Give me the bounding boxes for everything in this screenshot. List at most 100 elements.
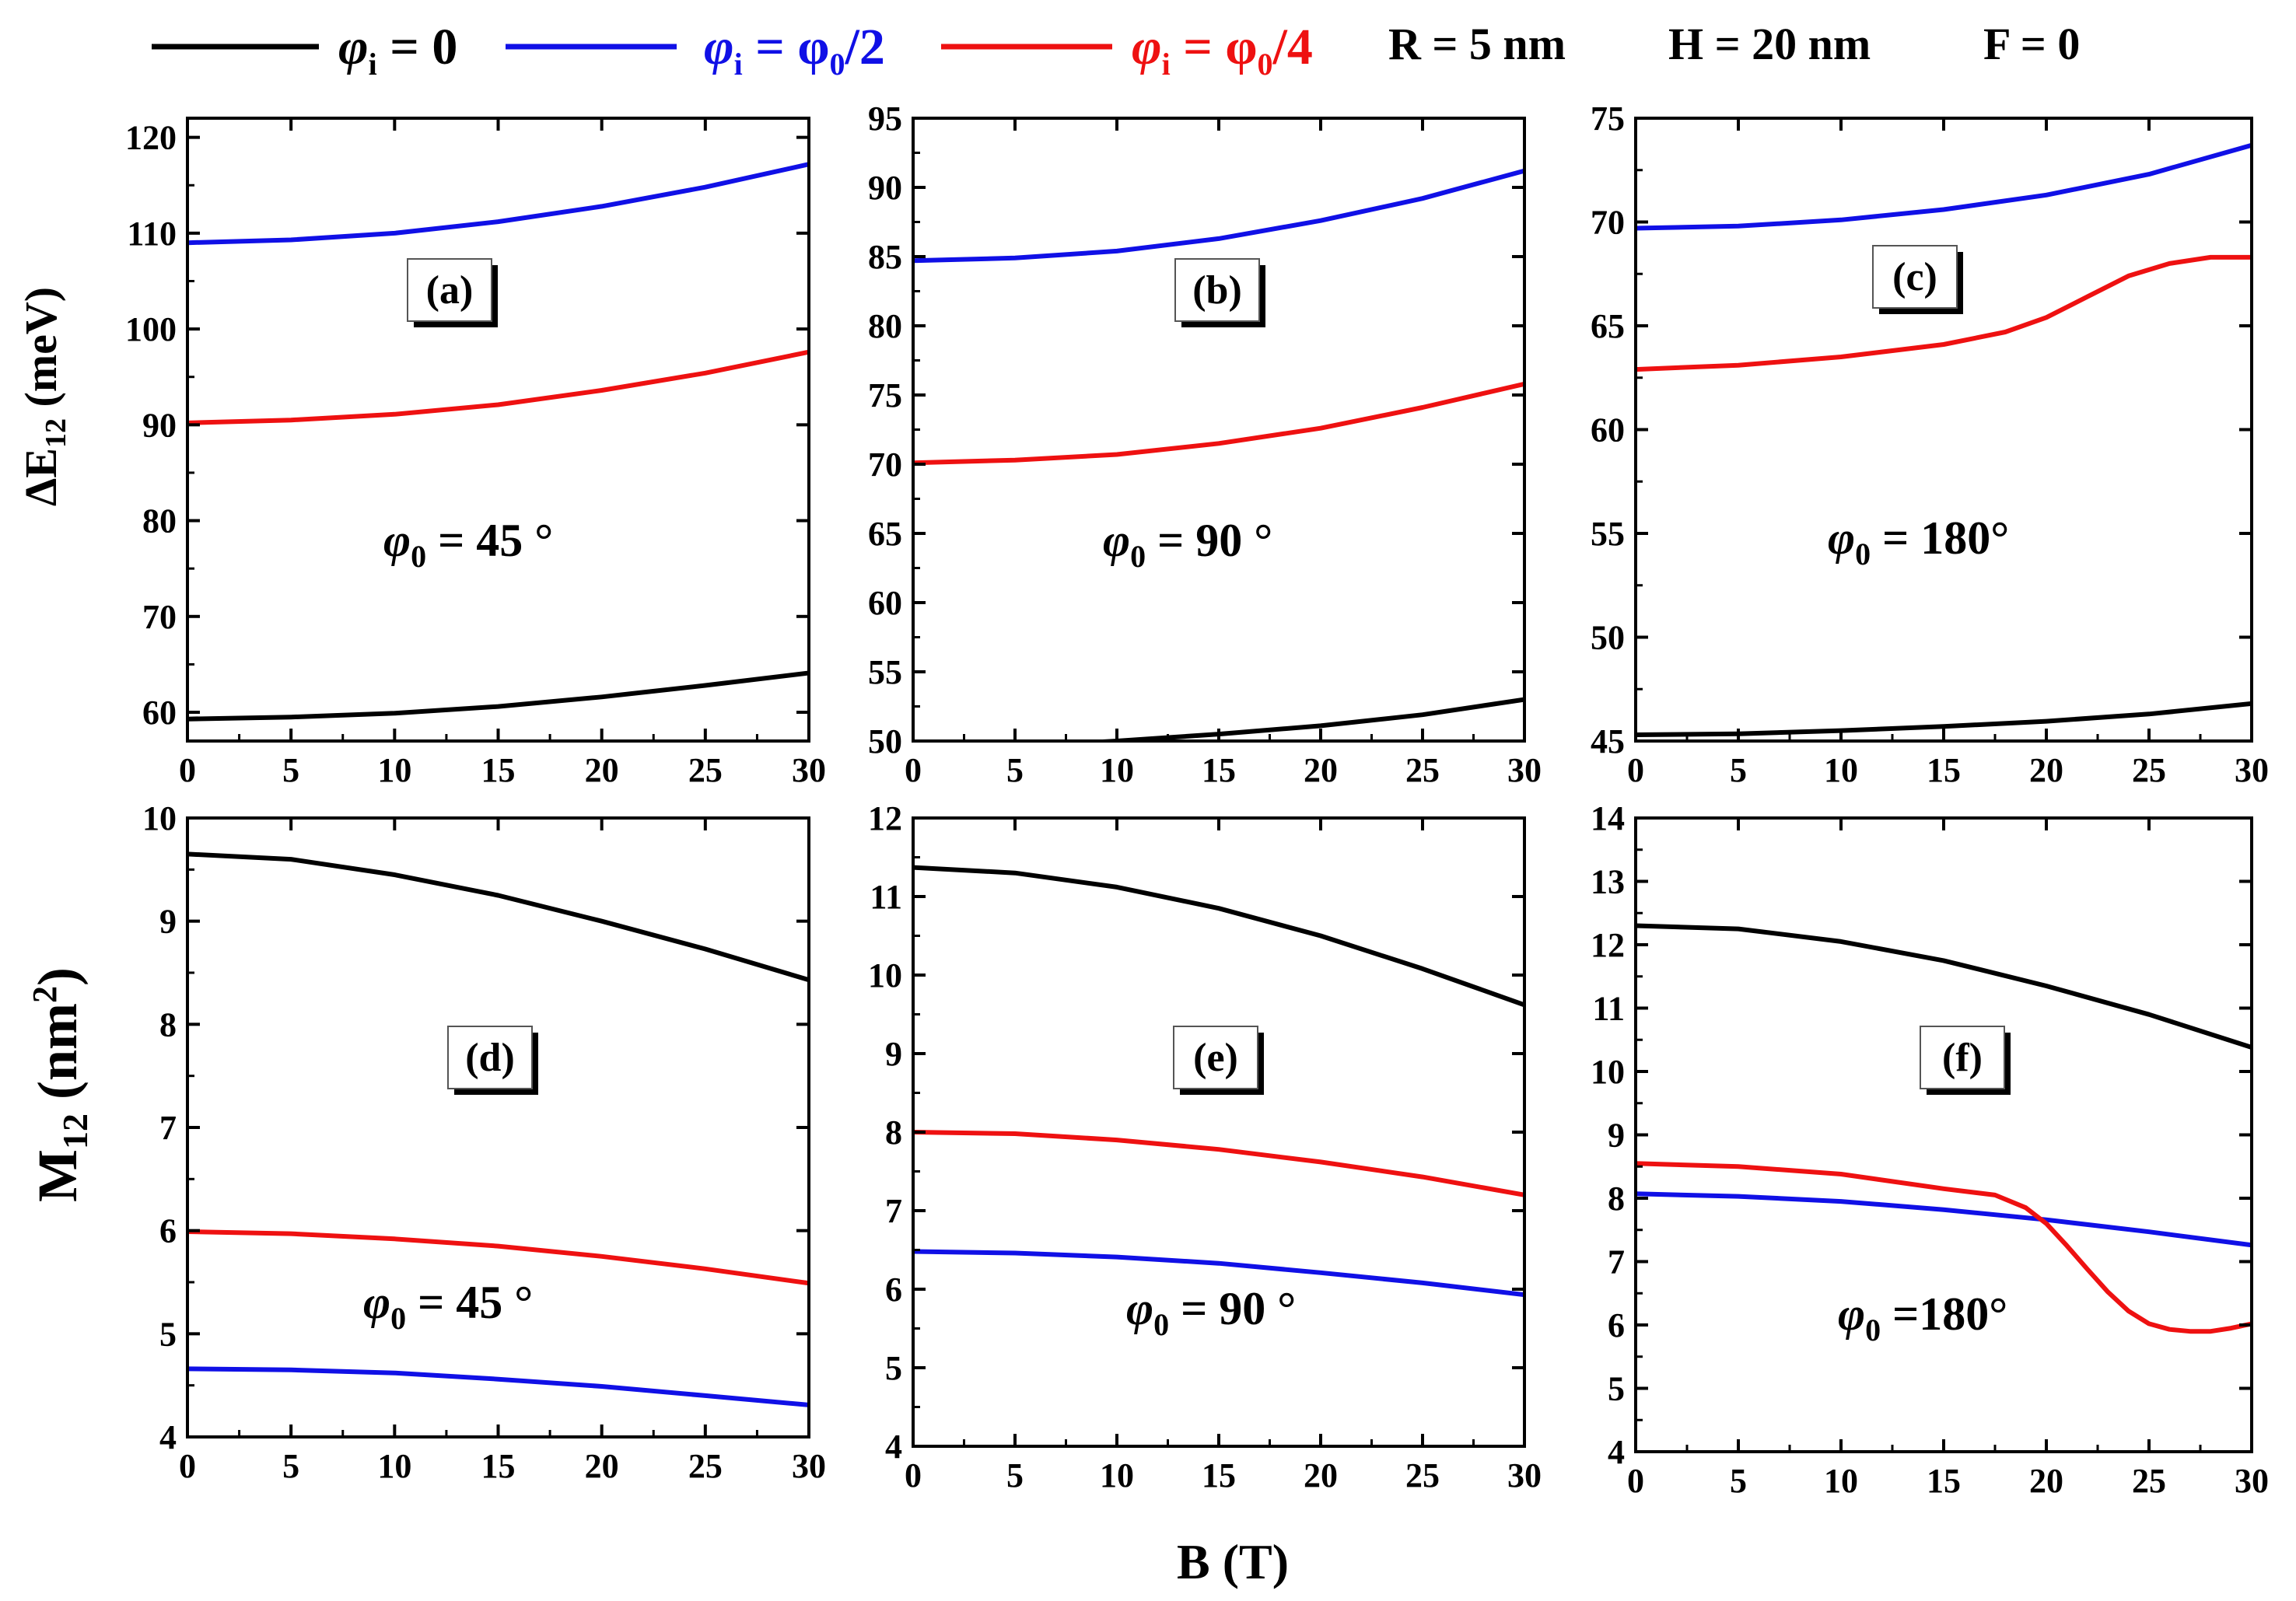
x-tick-label: 5 [1730,751,1747,789]
y-tick-label: 60 [1591,411,1625,449]
x-tick-label: 30 [2235,1462,2269,1500]
y-tick-label: 8 [1608,1180,1625,1218]
series-line-0 [913,865,1524,1008]
series-line-2 [1636,1161,2252,1334]
x-tick-label: 15 [1927,1462,1961,1500]
x-tick-label: 20 [2029,1462,2063,1500]
y-tick-label: 10 [868,956,902,995]
panel-label: (e) [1193,1036,1238,1080]
y-tick-label: 7 [1608,1243,1625,1281]
y-tick-label: 5 [159,1315,177,1353]
panel-b: 0 5 10 15 20 25 30 50 55 60 65 70 75 80 85 90 95 (b) φ0 = … [868,100,1542,789]
x-tick-label: 10 [1824,751,1858,789]
series-line-0 [187,670,809,722]
panel-label-box [407,258,492,322]
x-tick-label: 5 [282,751,299,789]
y-tick-label: 110 [127,215,177,253]
y-tick-label: 70 [868,446,902,484]
x-tick-label: 25 [688,751,723,789]
series-line-2 [187,1229,809,1286]
x-tick-label: 0 [1627,751,1644,789]
series-line-2 [913,381,1524,466]
y-tick-label: 80 [142,502,177,540]
y-tick-label: 7 [885,1192,902,1230]
y-tick-label: 70 [142,598,177,636]
x-tick-label: 10 [1100,751,1134,789]
panel-a: 0 5 10 15 20 25 30 60 70 80 90 100 110 120 (a) φ0 = 45 … [125,117,826,789]
panel-annotation: φ0 = 90 ° [1126,1283,1296,1342]
y-tick-label: 45 [1591,722,1625,760]
legend-param-0: R = 5 nm [1388,19,1566,69]
y-tick-label: 8 [159,1005,177,1043]
y-tick-label: 100 [125,310,177,348]
x-tick-label: 30 [1507,751,1542,789]
panel-label: (a) [426,268,474,313]
x-tick-label: 10 [1100,1456,1134,1494]
y-tick-label: 9 [885,1035,902,1073]
panel-e: 0 5 10 15 20 25 30 4 5 6 7 8 9 10 11 12 (e) φ0 = 90 ° [868,799,1542,1494]
y-tick-label: 12 [1591,926,1625,964]
x-axis-label: B (T) [1177,1534,1289,1589]
series-line-1 [187,162,809,246]
panel-f: 0 5 10 15 20 25 30 4 5 6 7 8 9 10 11 12 13 14 (f) φ0 =180° [1591,799,2269,1500]
y-tick-label: 5 [885,1349,902,1387]
y-tick-label: 60 [142,694,177,732]
y-axis-label-bottom: M12 (nm2) [26,967,95,1202]
y-tick-label: 55 [1591,515,1625,553]
y-tick-label: 12 [868,799,902,837]
x-tick-label: 25 [2132,751,2166,789]
x-tick-label: 25 [1405,1456,1440,1494]
legend-label-0: φi = 0 [338,19,457,82]
panel-d: 0 5 10 15 20 25 30 4 5 6 7 8 9 10 (d) φ0 = 45 ° [142,799,826,1485]
y-tick-label: 8 [885,1113,902,1152]
plot-frame [912,117,1526,743]
x-tick-label: 0 [179,751,196,789]
x-tick-label: 5 [1006,1456,1024,1494]
y-tick-label: 7 [159,1109,177,1147]
x-tick-label: 20 [585,751,619,789]
series-line-0 [187,851,809,983]
y-tick-label: 75 [1591,100,1625,138]
panel-label: (b) [1192,268,1242,313]
y-tick-label: 120 [125,119,177,157]
legend-label-2: φi = φ0/4 [1132,19,1313,82]
y-tick-label: 13 [1591,863,1625,901]
y-tick-label: 5 [1608,1370,1625,1408]
y-tick-label: 6 [885,1271,902,1309]
x-tick-label: 15 [481,1447,516,1485]
panel-c: 0 5 10 15 20 25 30 45 50 55 60 65 70 75 (c) φ0 = 180° [1591,100,2269,789]
y-tick-label: 4 [1608,1433,1625,1471]
x-tick-label: 0 [179,1447,196,1485]
x-tick-label: 25 [688,1447,723,1485]
y-tick-label: 11 [870,878,902,916]
x-tick-label: 10 [377,1447,411,1485]
x-tick-label: 15 [1927,751,1961,789]
panel-annotation: φ0 =180° [1838,1288,2007,1348]
x-tick-label: 0 [905,1456,922,1494]
y-tick-label: 65 [1591,307,1625,345]
y-tick-label: 80 [868,307,902,345]
panel-label-box [447,1026,533,1089]
y-tick-label: 95 [868,100,902,138]
y-axis-label-top: ΔE12 (meV) [16,287,72,506]
plot-frame [186,816,810,1438]
y-tick-label: 90 [868,169,902,207]
y-tick-label: 4 [885,1428,902,1466]
y-tick-label: 10 [142,799,177,837]
y-tick-label: 65 [868,515,902,553]
series-line-2 [187,349,809,425]
y-tick-label: 50 [1591,619,1625,657]
x-tick-label: 30 [792,751,826,789]
plot-frame [1634,816,2253,1453]
panel-annotation: φ0 = 180° [1828,512,2009,572]
y-tick-label: 9 [159,903,177,941]
panel-label: (d) [465,1036,515,1080]
x-tick-label: 0 [905,751,922,789]
series-line-1 [913,1249,1524,1298]
series-line-1 [913,168,1524,264]
series-line-0 [1636,923,2252,1050]
y-tick-label: 6 [159,1212,177,1250]
series-line-1 [187,1366,809,1407]
